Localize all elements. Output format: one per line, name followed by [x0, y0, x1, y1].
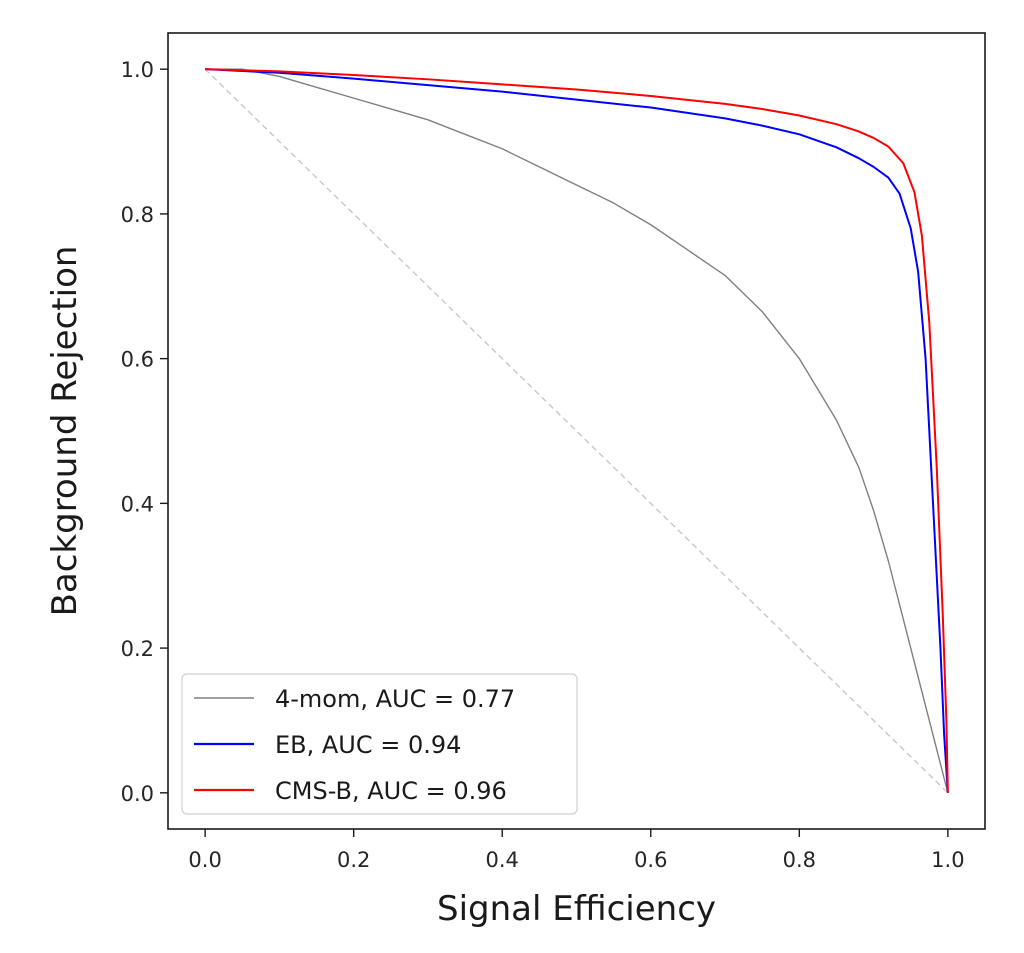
series-lines: [204, 68, 949, 794]
y-tick-label: 0.0: [121, 782, 154, 806]
reference-diagonal-line: [204, 68, 949, 794]
series-line-0: [205, 68, 949, 793]
x-tick-label: 0.4: [486, 848, 519, 872]
legend-entry-1: EB, AUC = 0.94: [275, 731, 461, 759]
x-axis-label: Signal Efficiency: [437, 889, 716, 929]
plot-frame: [167, 32, 986, 830]
x-tick-label: 0.2: [337, 848, 370, 872]
legend-entry-2: CMS-B, AUC = 0.96: [275, 777, 507, 805]
axis-ticks: 0.0 0.2 0.4 0.6 0.8 1.0 0.0 0.2 0.4 0.6 0.8 1.0: [121, 58, 965, 872]
series-line-2: [205, 68, 949, 793]
y-axis-label: Background Rejection: [45, 246, 85, 617]
legend-box: [181, 673, 578, 815]
y-tick-label: 0.6: [121, 348, 154, 372]
y-tick-label: 0.8: [121, 203, 154, 227]
legend: 4-mom, AUC = 0.77 EB, AUC = 0.94 CMS-B, AU…: [181, 673, 578, 815]
y-tick-label: 0.2: [121, 637, 154, 661]
x-tick-label: 0.0: [188, 848, 221, 872]
y-tick-label: 1.0: [121, 58, 154, 82]
series-line-1: [205, 68, 949, 793]
x-tick-label: 1.0: [931, 848, 964, 872]
x-tick-label: 0.6: [634, 848, 667, 872]
y-tick-label: 0.4: [121, 492, 154, 516]
legend-entry-0: 4-mom, AUC = 0.77: [275, 685, 515, 713]
x-tick-label: 0.8: [783, 848, 816, 872]
